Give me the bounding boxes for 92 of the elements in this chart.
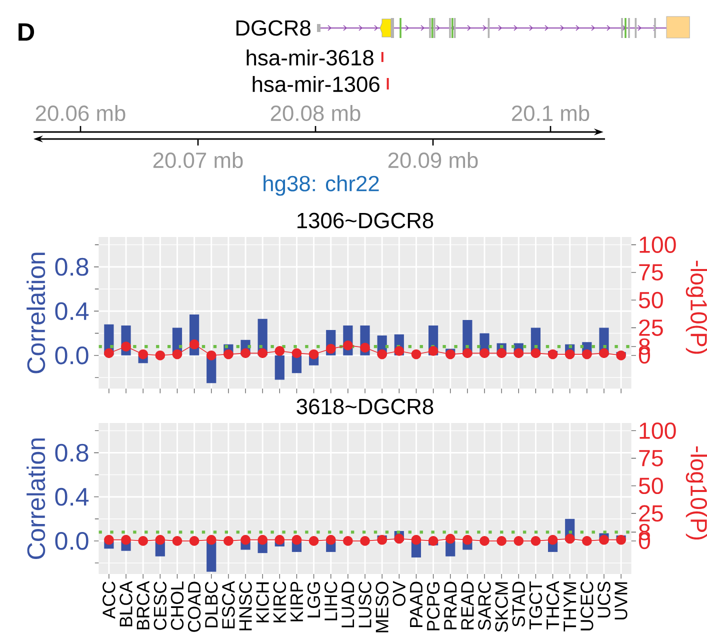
point	[343, 340, 353, 350]
point	[582, 349, 592, 360]
y-tick-label: 0.4	[55, 302, 89, 320]
x-tick-label: BLCA	[120, 580, 132, 626]
y-tick-label: 0.4	[55, 488, 89, 506]
x-tick-label: CHOL	[170, 582, 184, 630]
point	[292, 348, 302, 358]
point	[496, 348, 507, 358]
point	[462, 348, 472, 358]
y2-tick-label: 25	[639, 320, 663, 336]
x-tick-label: HNSC	[239, 582, 252, 630]
x-tick-label: KIRC	[273, 582, 286, 622]
y2-tick-label: 75	[639, 450, 663, 466]
x-tick-label: UVM	[614, 582, 628, 620]
x-tick-label: PRAD	[444, 582, 457, 630]
x-tick-label: ACC	[102, 582, 116, 619]
x-tick-label: MESO	[376, 582, 388, 632]
point	[394, 346, 404, 356]
point	[530, 348, 541, 358]
point	[548, 349, 558, 360]
text: D	[18, 23, 34, 41]
y-tick-label: 0.0	[55, 346, 88, 364]
x-tick-label: THCA	[546, 580, 560, 630]
x-tick-label: OV	[392, 581, 406, 606]
point	[564, 349, 575, 360]
point	[138, 349, 148, 360]
point	[258, 348, 268, 358]
text: 20.06 mb	[36, 104, 126, 122]
point	[599, 348, 609, 358]
point	[155, 350, 166, 360]
y2-tick-label: 75	[639, 264, 663, 281]
point	[514, 348, 524, 358]
x-tick-label: TGCT	[529, 581, 542, 630]
point	[121, 342, 131, 352]
text: hsa-mir-3618	[246, 49, 374, 66]
x-tick-label: READ	[461, 582, 474, 630]
bar	[206, 540, 216, 572]
text: hsa-mir-1306	[252, 76, 380, 92]
point	[189, 339, 200, 350]
x-tick-label: LUAD	[342, 582, 354, 628]
chart-title: 3618~DGCR8	[296, 398, 434, 414]
text: hg38: chr22	[264, 175, 379, 196]
y-axis-title: Correlation	[26, 438, 46, 559]
text: 20.08 mb	[270, 104, 360, 122]
x-tick-label: LIHC	[324, 582, 338, 620]
x-tick-label: THYM	[564, 582, 576, 632]
y-tick-label: 0.0	[55, 532, 88, 550]
x-tick-label: PCPG	[426, 582, 440, 630]
y2-tick-label: 50	[638, 292, 663, 308]
x-tick-label: UCEC	[580, 582, 594, 630]
x-tick-label: UCS	[598, 582, 610, 618]
y-tick-label: 0.8	[55, 444, 88, 462]
point	[240, 348, 250, 358]
x-tick-label: DLBC	[205, 582, 218, 628]
text: 20.09 mb	[388, 152, 478, 168]
bar	[274, 355, 284, 380]
y2-tick-label: 25	[639, 505, 663, 522]
point	[480, 348, 490, 358]
point	[206, 350, 216, 360]
x-tick-label: BRCA	[136, 580, 150, 630]
y2-tick-label: 100	[640, 236, 676, 253]
x-tick-label: LUSC	[358, 582, 372, 628]
x-tick-label: SKCM	[495, 582, 508, 632]
text: 20.1 mb	[512, 104, 590, 122]
point	[411, 349, 422, 360]
x-tick-label: COAD	[188, 582, 201, 632]
x-tick-label: LGG	[307, 582, 320, 618]
point	[428, 346, 438, 356]
point	[445, 349, 456, 360]
point	[616, 350, 626, 360]
point	[172, 349, 182, 360]
point	[308, 349, 319, 360]
x-tick-label: SARC	[478, 582, 491, 630]
chart-title: 1306~DGCR8	[298, 212, 434, 228]
point	[104, 348, 114, 358]
point	[360, 342, 370, 353]
point	[326, 344, 336, 354]
text: 20.07 mb	[153, 152, 243, 168]
x-tick-label: PAAD	[410, 582, 422, 627]
y2-tick-label: 50	[638, 478, 663, 494]
point	[274, 346, 285, 356]
x-tick-label: ESCA	[222, 580, 235, 628]
text: DGCR8	[236, 20, 310, 36]
x-tick-label: STAD	[512, 582, 525, 627]
x-tick-label: CESC	[154, 582, 166, 630]
x-tick-label: KICH	[256, 582, 269, 622]
y-axis-title: Correlation	[26, 252, 46, 374]
point	[377, 349, 388, 360]
point	[224, 349, 234, 360]
y2-tick-label: 100	[640, 422, 676, 439]
y-tick-label: 0.8	[55, 258, 88, 276]
x-tick-label: KIRP	[290, 582, 303, 622]
